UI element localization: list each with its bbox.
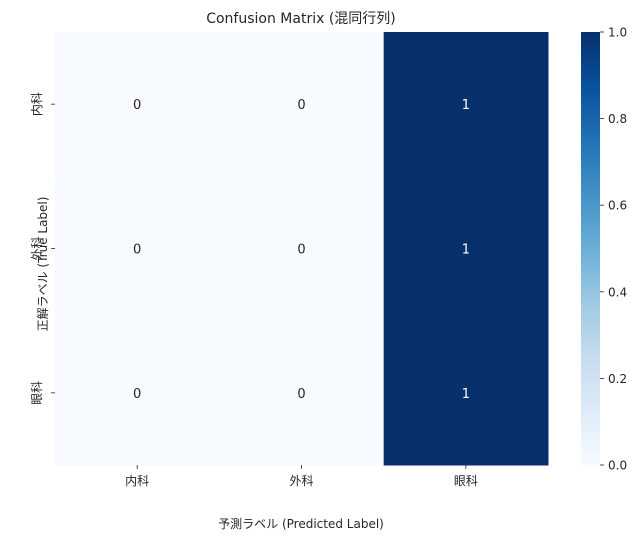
y-axis-label: 正解ラベル (True Label) xyxy=(36,197,50,332)
colorbar-tick-label: 0.6 xyxy=(608,199,627,213)
heatmap-cell xyxy=(383,176,549,322)
colorbar-tick-label: 0.8 xyxy=(608,112,627,126)
heatmap-cell xyxy=(219,320,385,466)
x-tick-label: 眼科 xyxy=(454,474,478,488)
x-axis-ticks: 内科 外科 眼科 xyxy=(125,465,478,488)
cell-value-label: 0 xyxy=(133,243,141,258)
heatmap-cell xyxy=(383,320,549,466)
cell-value-label: 0 xyxy=(297,98,305,113)
cell-value-label: 0 xyxy=(297,387,305,402)
chart-title: Confusion Matrix (混同行列) xyxy=(206,11,396,27)
cell-value-label: 0 xyxy=(133,387,141,402)
x-axis-label: 予測ラベル (Predicted Label) xyxy=(218,517,384,531)
colorbar-tick-label: 0.4 xyxy=(608,285,627,299)
colorbar-ticks: 0.0 0.2 0.4 0.6 0.8 1.0 xyxy=(600,26,627,473)
cell-value-label: 1 xyxy=(462,387,470,402)
colorbar-tick-label: 1.0 xyxy=(608,26,627,40)
heatmap-cell xyxy=(55,32,220,177)
heatmap-cell xyxy=(383,32,549,177)
y-tick-label: 眼科 xyxy=(30,381,44,405)
heatmap-cell xyxy=(219,32,385,177)
y-tick-label: 外科 xyxy=(30,236,44,260)
colorbar xyxy=(581,32,600,465)
x-tick-label: 内科 xyxy=(125,474,149,488)
x-tick-label: 外科 xyxy=(289,474,313,488)
cell-value-label: 1 xyxy=(462,98,470,113)
heatmap-cell xyxy=(55,176,220,322)
cell-value-label: 0 xyxy=(133,98,141,113)
colorbar-tick-label: 0.0 xyxy=(608,459,627,473)
cell-value-label: 0 xyxy=(297,243,305,258)
y-tick-label: 内科 xyxy=(30,92,44,116)
cell-value-label: 1 xyxy=(462,243,470,258)
heatmap-cell xyxy=(219,176,385,322)
cell-value-labels: 0 0 1 0 0 1 0 0 1 xyxy=(133,98,470,402)
colorbar-tick-label: 0.2 xyxy=(608,372,627,386)
heatmap-cells xyxy=(55,32,549,466)
heatmap-cell xyxy=(55,320,220,466)
